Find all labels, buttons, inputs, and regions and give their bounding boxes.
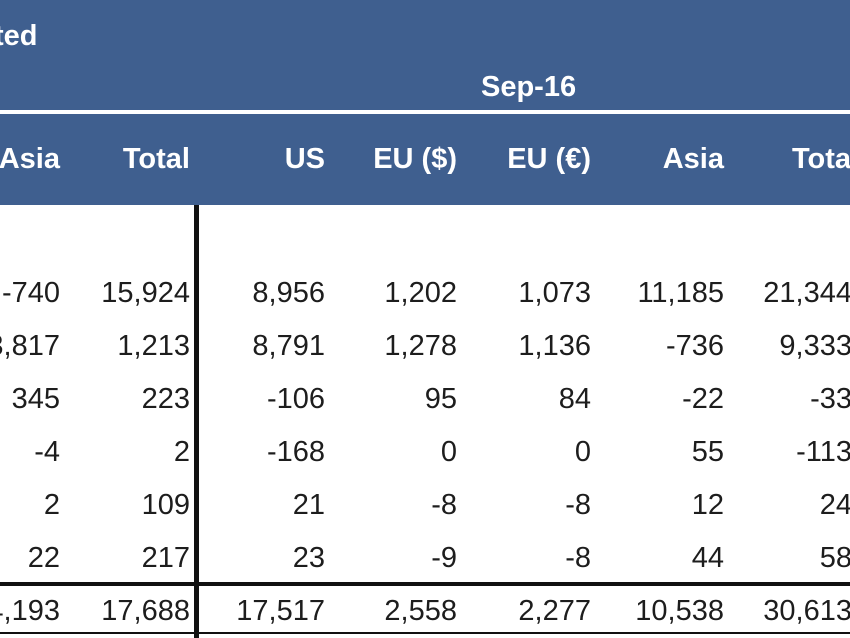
table-cell: 9,333	[779, 330, 850, 362]
table-cell: 95	[424, 383, 457, 415]
table-cell: 1,213	[117, 330, 190, 362]
total-cell: 4,193	[0, 595, 60, 627]
total-cell: 30,613	[763, 595, 850, 627]
table-cell: 11,185	[637, 277, 724, 309]
header-separator	[0, 110, 850, 114]
total-separator-line	[0, 582, 850, 586]
total-cell: 2,558	[384, 595, 457, 627]
table-cell: -740	[1, 277, 60, 309]
table-cell: 1,278	[384, 330, 457, 362]
table-cell: 21	[292, 489, 325, 521]
bottom-border-line	[0, 632, 850, 634]
total-cell: 17,517	[236, 595, 325, 627]
table-cell: -736	[665, 330, 724, 362]
table-cell: 12	[691, 489, 724, 521]
table-cell: 2	[43, 489, 60, 521]
table-cell: 1,073	[518, 277, 591, 309]
vertical-divider	[194, 205, 199, 638]
total-cell: 17,688	[101, 595, 190, 627]
table-cell: 23	[292, 542, 325, 574]
table-cell: -8	[565, 542, 591, 574]
table-cell: 0	[440, 436, 457, 468]
table-cell: 1,202	[384, 277, 457, 309]
table-cell: -4	[34, 436, 60, 468]
period-label: Sep-16	[481, 71, 577, 103]
table-cell: 15,924	[101, 277, 190, 309]
table-cell: 109	[141, 489, 190, 521]
column-header-us: US	[284, 143, 325, 175]
table-cell: 55	[691, 436, 724, 468]
table-cell: -8	[431, 489, 457, 521]
table-cell: -9	[431, 542, 457, 574]
table-cell: 58	[819, 542, 850, 574]
table-cell: 3,817	[0, 330, 60, 362]
table-cell: 22	[27, 542, 60, 574]
table-cell: -106	[266, 383, 325, 415]
table-cell: 8,791	[252, 330, 325, 362]
table-cell: -33	[810, 383, 850, 415]
table-cell: 8,956	[252, 277, 325, 309]
table-cell: -8	[565, 489, 591, 521]
column-header-total-right: Tota	[791, 143, 850, 175]
table-cell: -113	[796, 436, 850, 468]
table-cell: 345	[11, 383, 60, 415]
table-cell: 24	[819, 489, 850, 521]
table-cell: 1,136	[518, 330, 591, 362]
table-cell: 21,344	[763, 277, 850, 309]
table-cell: 2	[173, 436, 190, 468]
column-header-asia-right: Asia	[662, 143, 724, 175]
table-cell: 84	[558, 383, 591, 415]
table-cell: 223	[141, 383, 190, 415]
table-cell: 217	[141, 542, 190, 574]
column-header-eu-eur: EU (€)	[507, 143, 591, 175]
table-cell: -168	[266, 436, 325, 468]
column-header-eu-usd: EU ($)	[373, 143, 457, 175]
total-cell: 2,277	[518, 595, 591, 627]
table-header-band	[0, 0, 850, 205]
column-header-asia-left: Asia	[0, 143, 60, 175]
column-header-total-left: Total	[122, 143, 190, 175]
total-cell: 10,538	[635, 595, 724, 627]
table-cell: -22	[682, 383, 724, 415]
top-left-header-fragment: ted	[0, 20, 38, 52]
table-cell: 0	[574, 436, 591, 468]
table-cell: 44	[691, 542, 724, 574]
